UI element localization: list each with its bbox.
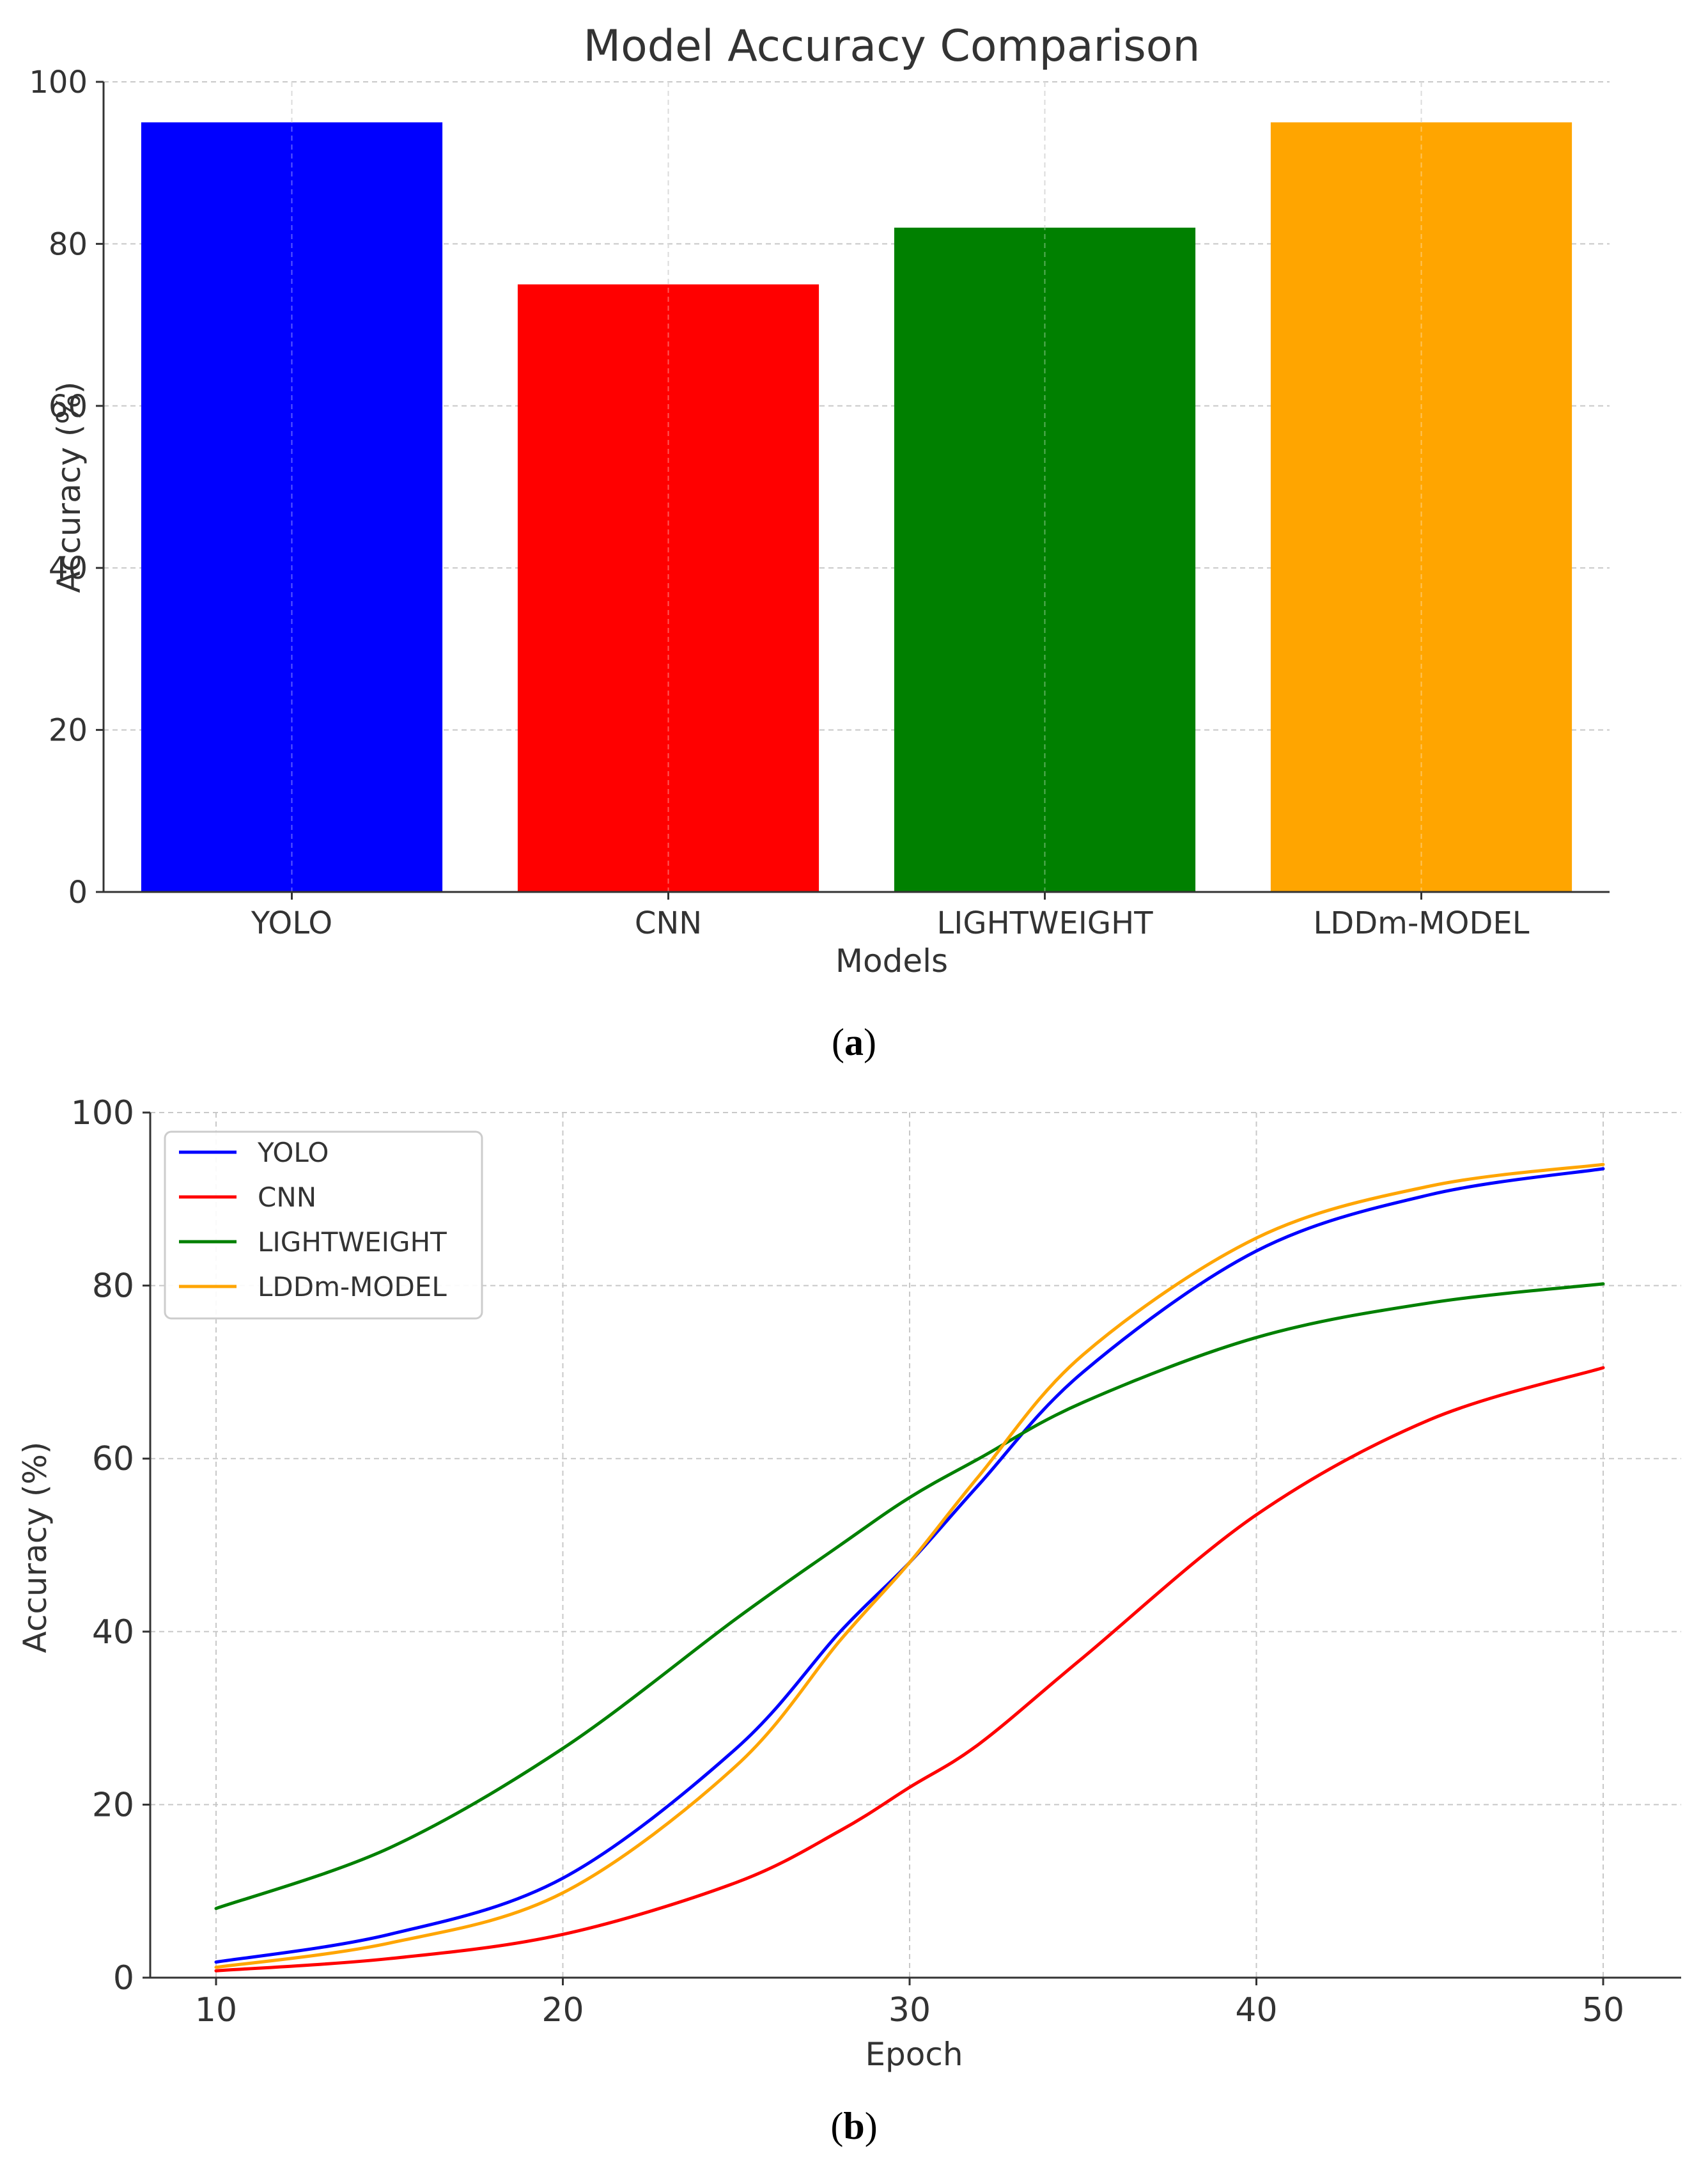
line-chart-x-label: Epoch <box>865 2036 963 2073</box>
bar-y-tick-label: 20 <box>49 713 88 749</box>
line-chart-lines <box>214 1162 1605 1973</box>
line-y-tick-label: 20 <box>92 1786 134 1824</box>
bar-y-tick-label: 40 <box>49 551 88 586</box>
line-series-lddm-model <box>214 1162 1605 1969</box>
line-x-tick-label: 20 <box>541 1991 584 2029</box>
bar-yolo <box>141 122 443 893</box>
line-series-cnn <box>214 1366 1605 1973</box>
legend-label-yolo: YOLO <box>257 1137 329 1168</box>
legend-label-lddm-model: LDDm-MODEL <box>258 1271 447 1302</box>
legend-label-lightweight: LIGHTWEIGHT <box>258 1226 447 1258</box>
line-y-tick-label: 60 <box>92 1440 134 1478</box>
line-x-tick-label: 50 <box>1582 1991 1624 2029</box>
bar-x-tick-label: YOLO <box>251 905 332 941</box>
bar-cnn <box>517 284 819 892</box>
bar-chart-y-label: Accuracy (%) <box>50 382 88 593</box>
bar-chart-x-ticks: YOLO CNN LIGHTWEIGHT LDDm-MODEL <box>251 892 1530 941</box>
line-y-tick-label: 40 <box>92 1613 134 1652</box>
line-y-tick-label: 0 <box>113 1959 134 1997</box>
caption-a: (a) <box>832 1021 876 1063</box>
bar-lightweight <box>894 228 1196 892</box>
bar-chart-x-label: Models <box>835 942 948 980</box>
line-chart-x-ticks: 10 20 30 40 50 <box>195 1978 1624 2029</box>
line-series-lightweight <box>214 1282 1605 1911</box>
bar-y-tick-label: 80 <box>49 226 88 262</box>
bar-x-tick-label: LIGHTWEIGHT <box>936 905 1153 941</box>
bar-chart: 0 20 40 60 80 100 YOLO CNN LIGHTWEIGHT LDDm-MODE… <box>29 21 1610 1063</box>
line-chart-y-label: Accuracy (%) <box>17 1442 54 1653</box>
bar-x-tick-label: LDDm-MODEL <box>1314 905 1530 941</box>
bar-chart-title: Model Accuracy Comparison <box>584 21 1200 72</box>
bar-y-tick-label: 100 <box>29 65 88 100</box>
bar-y-tick-label: 0 <box>68 875 88 911</box>
line-y-tick-label: 100 <box>71 1094 134 1132</box>
bar-chart-y-ticks: 0 20 40 60 80 100 <box>29 65 104 911</box>
legend-box <box>164 1130 483 1320</box>
line-chart-y-ticks: 0 20 40 60 80 100 <box>71 1094 150 1997</box>
line-x-tick-label: 30 <box>889 1991 931 2029</box>
legend-label-cnn: CNN <box>258 1182 316 1213</box>
bar-x-tick-label: CNN <box>635 905 702 941</box>
caption-b: (b) <box>830 2105 877 2147</box>
line-x-tick-label: 40 <box>1235 1991 1277 2029</box>
bar-lddm-model <box>1270 122 1572 893</box>
line-y-tick-label: 80 <box>92 1267 134 1306</box>
line-chart-legend: YOLO CNN LIGHTWEIGHT LDDm-MODEL <box>164 1130 483 1320</box>
line-x-tick-label: 10 <box>195 1991 237 2029</box>
line-chart: 0 20 40 60 80 100 10 20 30 40 50 YOLO CNN LIGHTWEIG… <box>17 1094 1681 2147</box>
bar-y-tick-label: 60 <box>49 389 88 425</box>
bar-chart-bars <box>141 82 1572 893</box>
